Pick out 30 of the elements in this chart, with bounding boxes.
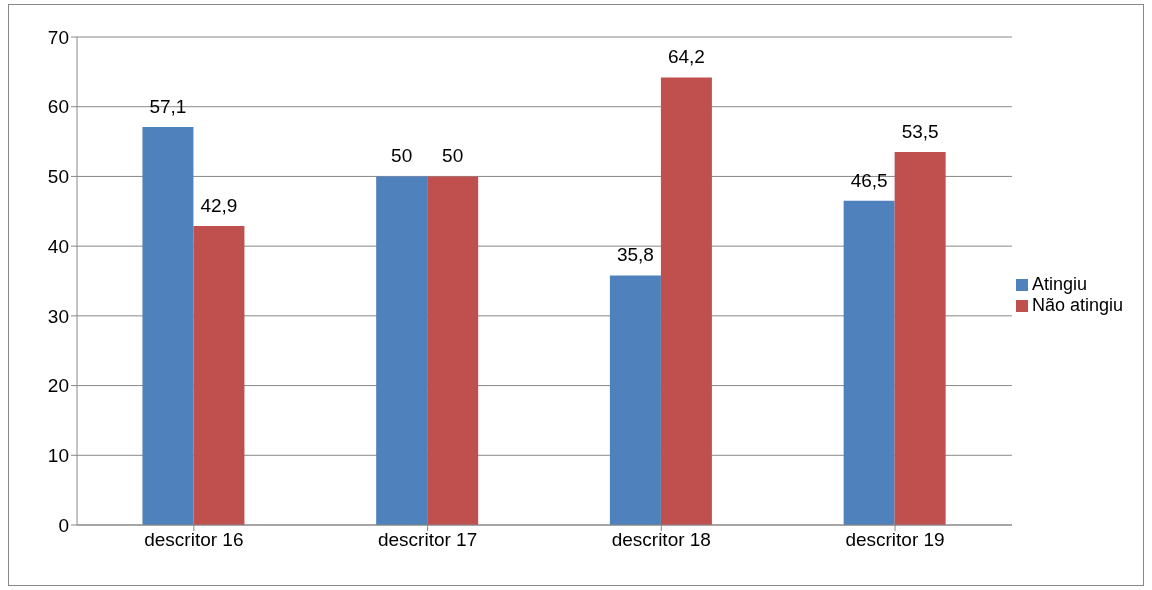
y-tick-label: 0: [58, 514, 69, 536]
x-tick-label: descritor 18: [611, 529, 711, 551]
y-tick-label: 20: [47, 375, 69, 397]
legend-label: Atingiu: [1031, 274, 1087, 294]
data-label: 57,1: [149, 95, 187, 117]
x-tick-label: descritor 16: [144, 529, 244, 551]
data-label: 35,8: [616, 244, 654, 266]
y-tick-label: 10: [47, 445, 69, 467]
y-tick-label: 60: [47, 96, 69, 118]
bar: [660, 77, 712, 525]
legend-label: Não atingiu: [1031, 295, 1123, 315]
y-tick-label: 50: [47, 166, 69, 188]
y-tick-label: 40: [47, 235, 69, 257]
bar: [376, 176, 428, 525]
bar: [142, 126, 194, 525]
data-label: 50: [442, 145, 464, 167]
bar: [843, 200, 895, 525]
data-label: 53,5: [901, 121, 939, 143]
data-label: 50: [391, 145, 413, 167]
data-label: 64,2: [667, 46, 705, 68]
bar: [894, 152, 946, 525]
x-tick-label: descritor 17: [377, 529, 478, 551]
bar: [609, 275, 661, 525]
data-label: 46,5: [850, 169, 888, 191]
y-tick-label: 70: [47, 26, 69, 48]
y-tick-label: 30: [47, 305, 69, 327]
bar: [427, 176, 479, 525]
bar: [193, 225, 245, 525]
x-tick-label: descritor 19: [845, 529, 945, 551]
data-label: 42,9: [200, 194, 238, 216]
